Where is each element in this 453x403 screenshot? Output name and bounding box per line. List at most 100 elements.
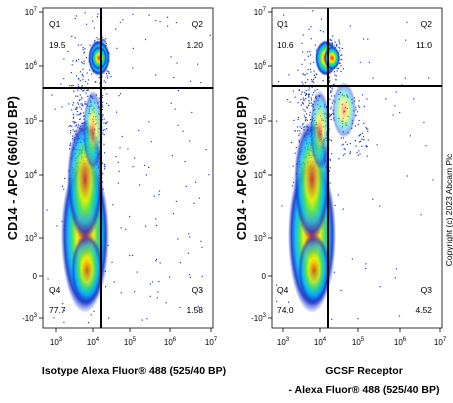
event-dot [355, 115, 357, 117]
event-dot [366, 155, 368, 157]
event-dot [331, 39, 333, 41]
event-dot [117, 161, 119, 163]
y-axis-label-2: CD14 - APC (660/10 BP) [235, 96, 249, 240]
event-dot [75, 121, 77, 124]
event-dot [287, 99, 289, 101]
event-dot [301, 81, 303, 83]
event-dot [358, 100, 360, 102]
event-dot [75, 125, 77, 127]
event-dot [87, 89, 89, 91]
event-dot [301, 63, 303, 65]
event-dot [82, 90, 84, 92]
event-dot [102, 162, 104, 164]
event-dot [79, 94, 81, 96]
event-dot [288, 74, 290, 76]
event-dot [106, 77, 109, 79]
event-dot [355, 145, 357, 147]
event-dot [338, 62, 341, 64]
y-tick-label: 107 [254, 7, 267, 17]
event-dot [334, 74, 336, 76]
event-dot [87, 83, 89, 85]
event-dot [200, 82, 202, 84]
event-dot [342, 208, 344, 210]
x-tick-label: 104 [314, 337, 327, 347]
event-dot [301, 127, 303, 129]
event-dot [341, 54, 343, 56]
event-dot [333, 45, 335, 47]
event-dot [335, 78, 337, 81]
event-dot [395, 268, 398, 270]
y-axis-2: -103 0 103 104 105 106 107 [251, 7, 272, 323]
event-dot [101, 108, 104, 111]
event-dot [101, 97, 103, 99]
event-dot [314, 76, 316, 78]
event-dot [155, 258, 158, 260]
event-dot [331, 88, 333, 90]
event-dot [303, 91, 305, 94]
event-dot [339, 50, 341, 52]
event-dot [330, 106, 332, 108]
event-dot [310, 97, 312, 99]
event-dot [106, 121, 108, 123]
event-dot [281, 205, 283, 207]
event-dot [75, 15, 77, 17]
event-dot [297, 126, 299, 128]
event-dot [303, 99, 305, 102]
event-dot [144, 38, 147, 41]
event-dot [78, 59, 80, 61]
event-dot [166, 16, 169, 18]
event-dot [305, 98, 307, 100]
event-dot [117, 182, 119, 184]
event-dot [63, 321, 65, 323]
event-dot [342, 143, 345, 145]
event-dot [91, 73, 93, 75]
event-dot [367, 130, 369, 133]
event-dot [158, 281, 160, 283]
event-dot [349, 143, 351, 145]
event-dot [359, 153, 361, 155]
event-dot [150, 141, 152, 143]
event-dot [360, 133, 362, 136]
event-dot [304, 74, 306, 76]
y-tick-label: 105 [25, 116, 38, 126]
q3-value-2: 4.52 [415, 305, 432, 315]
event-dot [75, 108, 77, 110]
event-dot [82, 105, 84, 107]
event-dot [81, 74, 83, 76]
event-dot [394, 277, 396, 279]
event-dot [102, 114, 104, 116]
event-dot [330, 92, 332, 94]
event-dot [134, 157, 136, 159]
event-dot [101, 37, 103, 39]
event-dot [306, 106, 308, 108]
event-dot [93, 27, 95, 29]
event-dot [357, 154, 359, 156]
event-dot [106, 70, 108, 72]
q4-value-2: 74.0 [277, 305, 294, 315]
event-dot [329, 98, 331, 100]
q1-label-2: Q1 [277, 19, 289, 29]
event-dot [358, 135, 360, 137]
event-dot [108, 317, 110, 319]
event-dot [330, 118, 332, 121]
event-dot [156, 297, 158, 299]
event-dot [176, 62, 178, 64]
event-dot [330, 114, 332, 117]
density-layer-2 [276, 10, 434, 320]
event-dot [80, 88, 82, 90]
event-dot [184, 160, 186, 163]
x-axis-1: 103 104 105 106 107 [50, 328, 218, 347]
event-dot [61, 106, 63, 108]
event-dot [82, 68, 84, 70]
event-dot [308, 89, 310, 91]
event-dot [338, 158, 340, 160]
event-dot [86, 89, 88, 92]
event-dot [305, 81, 307, 84]
q4-label-1: Q4 [49, 285, 61, 295]
event-dot [385, 98, 387, 100]
event-dot [311, 80, 313, 83]
event-dot [313, 61, 315, 63]
event-dot [82, 112, 84, 114]
y-tick-label: 0 [262, 272, 267, 281]
event-dot [298, 89, 300, 91]
